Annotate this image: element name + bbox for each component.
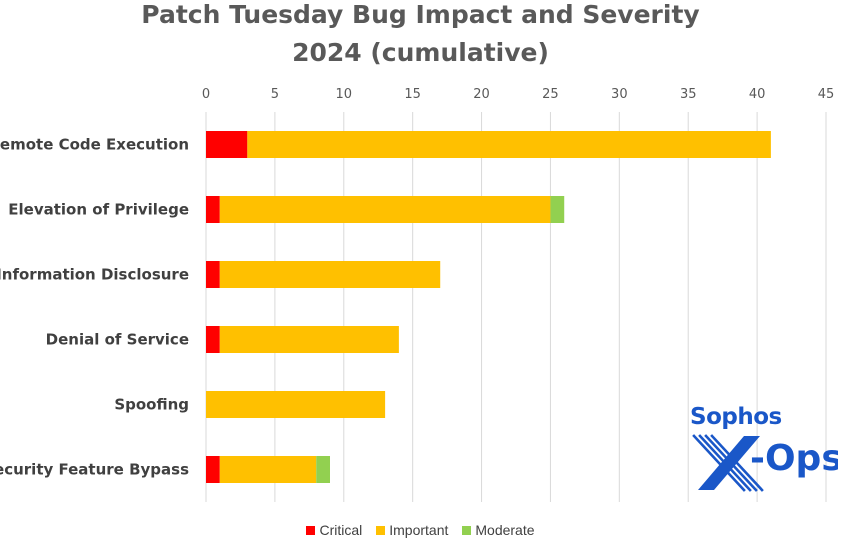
bar-critical [206,131,248,158]
bar-important [219,261,441,288]
legend-item-moderate: Moderate [462,522,535,538]
legend-swatch-important [376,525,386,535]
bar-critical [206,326,220,353]
sophos-xops-logo: Sophos -Ops [688,404,838,494]
legend-label-critical: Critical [319,522,363,538]
bar-critical [206,261,220,288]
logo-sophos-text: Sophos [690,404,782,430]
category-label: Security Feature Bypass [0,461,189,479]
x-tick-label-15: 15 [404,87,421,102]
bar-important [219,196,551,223]
category-label: Elevation of Privilege [8,201,189,219]
category-label: Information Disclosure [0,266,189,284]
legend-item-important: Important [376,522,448,538]
category-label: Denial of Service [46,331,189,349]
category-label: Remote Code Execution [0,136,189,154]
chart-title-line-2: 2024 (cumulative) [292,38,549,67]
bar-important [219,456,317,483]
bar-moderate [316,456,330,483]
bar-critical [206,456,220,483]
category-label: Spoofing [114,396,189,414]
chart-legend: Critical Important Moderate [0,522,841,538]
bar-critical [206,196,220,223]
x-tick-label-0: 0 [202,87,210,102]
legend-swatch-moderate [462,525,472,535]
bar-moderate [550,196,565,223]
x-tick-label-30: 30 [611,87,628,102]
x-tick-label-5: 5 [271,87,279,102]
logo-xops-text: -Ops [750,438,838,479]
legend-label-important: Important [389,522,449,538]
legend-item-critical: Critical [306,522,362,538]
bar-important [247,131,771,158]
x-tick-label-45: 45 [818,87,835,102]
x-tick-label-20: 20 [473,87,490,102]
x-tick-label-35: 35 [680,87,697,102]
bar-important [219,326,399,353]
logo-xops-mark: -Ops [692,434,838,492]
x-tick-label-40: 40 [749,87,766,102]
legend-label-moderate: Moderate [475,522,535,538]
chart-title-line-1: Patch Tuesday Bug Impact and Severity [141,0,700,29]
bar-important [206,391,386,418]
x-tick-label-10: 10 [336,87,353,102]
x-tick-label-25: 25 [542,87,559,102]
legend-swatch-critical [306,525,316,535]
